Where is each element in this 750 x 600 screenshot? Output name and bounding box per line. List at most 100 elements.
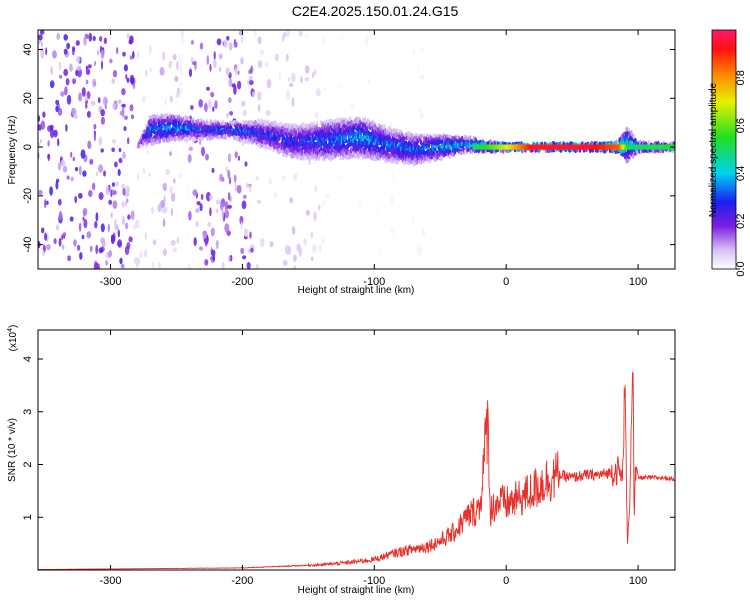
- noise-blob: [265, 109, 271, 116]
- noise-blob: [101, 240, 106, 248]
- signal-cell: [396, 128, 399, 133]
- noise-blob: [318, 244, 322, 253]
- noise-blob: [121, 107, 125, 118]
- noise-blob: [93, 81, 97, 86]
- carrier-cell: [591, 144, 595, 150]
- signal-cell: [162, 136, 166, 143]
- noise-blob: [215, 199, 221, 205]
- carrier-cell: [477, 144, 480, 150]
- noise-blob: [114, 161, 118, 168]
- carrier-cell: [576, 144, 579, 150]
- signal-cell: [316, 149, 320, 153]
- noise-blob: [57, 138, 60, 147]
- carrier-cell: [548, 144, 551, 150]
- carrier-cell: [524, 144, 527, 150]
- colorbar-label: Normalized spectral amplitude: [708, 82, 719, 217]
- noise-blob: [240, 36, 244, 43]
- noise-blob: [212, 254, 216, 262]
- noise-blob: [187, 186, 190, 197]
- noise-blob: [124, 245, 130, 255]
- spectrogram-heatmap: [38, 30, 675, 269]
- noise-blob: [226, 35, 230, 41]
- carrier-cell: [504, 144, 508, 150]
- signal-cell: [320, 147, 323, 152]
- signal-cell: [168, 121, 172, 126]
- noise-blob: [126, 198, 129, 203]
- noise-blob: [207, 221, 211, 227]
- carrier-cell: [564, 144, 567, 150]
- noise-blob: [42, 111, 46, 118]
- snr-x-ticks: -300 -200 -100 0 100: [100, 330, 647, 587]
- x-tick-label: -300: [100, 276, 122, 288]
- noise-blob: [181, 37, 185, 46]
- noise-blob: [100, 49, 105, 60]
- carrier-cell: [601, 144, 604, 150]
- noise-blob: [117, 229, 121, 238]
- carrier-cell: [660, 144, 663, 150]
- carrier-cell: [483, 144, 486, 150]
- carrier-cell: [512, 144, 515, 150]
- signal-cell: [385, 129, 389, 135]
- noise-blob: [67, 255, 71, 262]
- signal-cell: [269, 146, 272, 151]
- carrier-cell: [624, 144, 628, 150]
- noise-blob: [53, 238, 57, 245]
- carrier-cell: [607, 144, 610, 150]
- noise-blob: [95, 244, 99, 255]
- noise-blob: [204, 102, 208, 113]
- noise-blob: [45, 47, 48, 56]
- noise-blob: [390, 171, 394, 180]
- noise-blob: [118, 157, 123, 164]
- noise-blob: [86, 231, 92, 239]
- noise-blob: [117, 99, 122, 104]
- y-tick-label: 2: [22, 461, 34, 467]
- noise-blob: [49, 80, 55, 89]
- carrier-cell: [566, 144, 570, 150]
- carrier-cell: [510, 144, 513, 150]
- noise-blob: [284, 244, 290, 255]
- noise-blob: [240, 247, 245, 255]
- noise-blob: [117, 239, 123, 248]
- noise-blob: [75, 40, 80, 46]
- signal-cell: [449, 153, 452, 160]
- noise-blob: [339, 174, 343, 182]
- noise-blob: [137, 50, 140, 60]
- noise-blob: [100, 109, 105, 117]
- noise-blob: [314, 111, 319, 119]
- noise-blob: [199, 203, 203, 212]
- noise-blob: [187, 154, 192, 163]
- carrier-cell: [617, 144, 620, 150]
- noise-blob: [304, 65, 310, 74]
- noise-blob: [107, 223, 111, 233]
- signal-cell: [311, 134, 314, 139]
- noise-blob: [112, 200, 118, 209]
- noise-blob: [214, 100, 218, 110]
- noise-blob: [132, 50, 135, 59]
- noise-blob: [111, 182, 115, 187]
- carrier-cell: [535, 144, 538, 150]
- x-tick-label: 0: [503, 575, 509, 587]
- noise-blob: [74, 167, 79, 172]
- noise-blob: [248, 248, 251, 254]
- noise-blob: [284, 31, 290, 37]
- chart-title: C2E4.2025.150.01.24.G15: [291, 3, 459, 19]
- carrier-cell: [519, 144, 522, 150]
- signal-cell: [365, 150, 368, 155]
- noise-blob: [213, 59, 217, 68]
- carrier-cell: [632, 144, 635, 150]
- noise-blob: [126, 77, 130, 83]
- carrier-cell: [537, 144, 540, 150]
- noise-blob: [47, 140, 50, 147]
- carrier-cell: [588, 144, 591, 150]
- noise-blob: [165, 168, 170, 176]
- noise-blob: [234, 67, 238, 76]
- signal-cell: [632, 133, 636, 140]
- noise-blob: [98, 247, 104, 254]
- signal-cell: [331, 146, 334, 151]
- noise-blob: [311, 243, 317, 254]
- carrier-cell: [572, 144, 575, 150]
- noise-blob: [257, 104, 261, 112]
- noise-blob: [111, 147, 116, 153]
- noise-blob: [82, 170, 87, 177]
- noise-blob: [244, 161, 248, 167]
